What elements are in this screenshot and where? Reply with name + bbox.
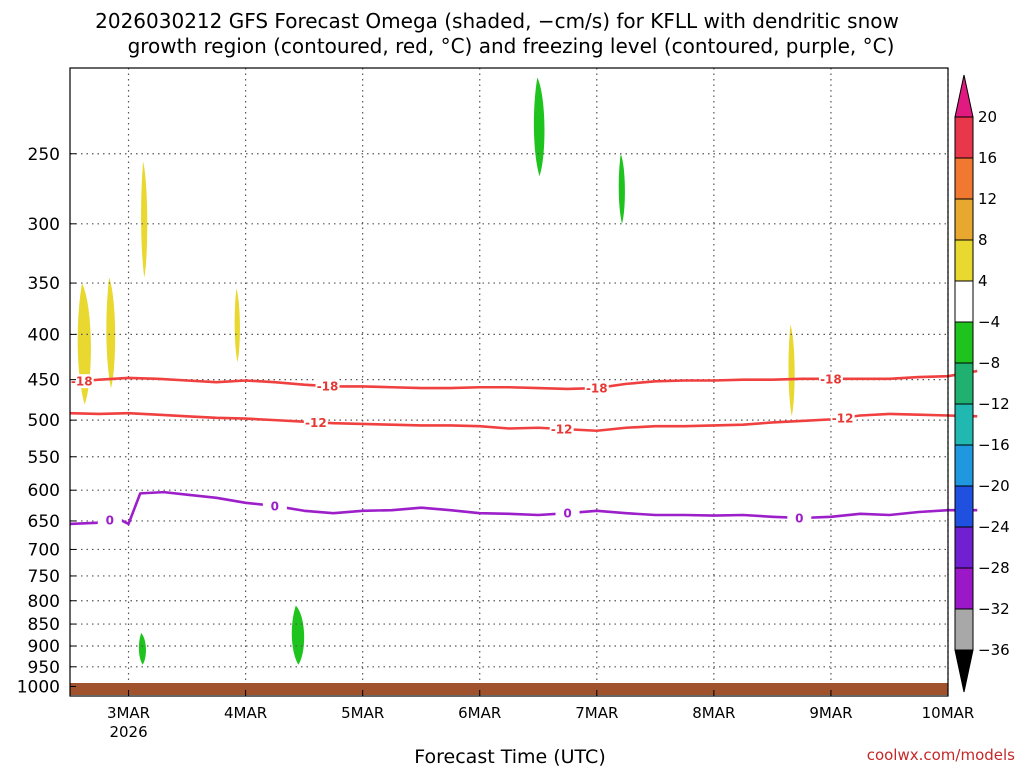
colorbar-label-12: −32 — [978, 600, 1010, 618]
y-tick-label-750: 750 — [28, 567, 60, 587]
contour-label-0: 0 — [106, 513, 114, 527]
colorbar-label-10: −24 — [978, 518, 1010, 536]
colorbar-label-11: −28 — [978, 559, 1010, 577]
y-tick-label-450: 450 — [28, 371, 60, 391]
omega-region-8 — [618, 153, 625, 224]
x-tick-label-8MAR: 8MAR — [692, 704, 735, 722]
contour-line-0 — [69, 490, 978, 526]
colorbar-swatch-0 — [954, 116, 974, 159]
plot-frame — [69, 67, 949, 697]
x-tick-label-10MAR: 10MAR — [922, 704, 975, 722]
colorbar-label-6: −8 — [978, 354, 1000, 372]
colorbar-bottom-arrow — [954, 649, 974, 693]
omega-shading — [77, 77, 795, 665]
colorbar-swatch-10 — [954, 526, 974, 569]
contour-label--18: -18 — [586, 382, 608, 396]
contour-label-0: 0 — [563, 507, 571, 521]
x-tick-sublabel-3MAR: 2026 — [109, 723, 147, 741]
contour-label-bg--12-2 — [830, 410, 855, 425]
y-tick-label-800: 800 — [28, 592, 60, 612]
x-tick-label-9MAR: 9MAR — [809, 704, 852, 722]
contours: -18 -18 -18 -18 -12 -12 -12 0 0 0 0 — [69, 369, 978, 527]
contour-label-bg-0-1 — [262, 498, 287, 513]
omega-region-5 — [138, 632, 146, 665]
contour-label-bg-0-0 — [97, 512, 122, 527]
colorbar-label-9: −20 — [978, 477, 1010, 495]
y-tick-label-350: 350 — [28, 274, 60, 294]
colorbar: 20 16 12 8 4 −4 −8 −12 −16 −20 −24 −28 −32 −36 — [954, 74, 1010, 693]
x-tick-label-5MAR: 5MAR — [341, 704, 384, 722]
contour-label-bg-0-2 — [555, 506, 580, 521]
colorbar-label-8: −16 — [978, 436, 1010, 454]
omega-region-2 — [141, 161, 148, 278]
contour-label-bg--12-0 — [303, 415, 328, 430]
colorbar-swatch-1 — [954, 157, 974, 200]
contour-label-0: 0 — [271, 499, 279, 513]
y-tick-label-850: 850 — [28, 615, 60, 635]
contour-label--18: -18 — [71, 375, 93, 389]
contour-line--12 — [69, 411, 978, 433]
y-axis-ticks: 2503003504004505005506006507007508008509… — [17, 145, 76, 698]
contour-label-bg-0-3 — [787, 510, 812, 525]
omega-region-0 — [77, 283, 91, 405]
omega-region-7 — [533, 77, 545, 177]
credit-text[interactable]: coolwx.com/models — [867, 746, 1015, 764]
y-tick-label-1000: 1000 — [17, 678, 60, 698]
x-tick-label-6MAR: 6MAR — [458, 704, 501, 722]
y-tick-label-650: 650 — [28, 512, 60, 532]
contour-label-bg--18-0 — [69, 374, 94, 389]
colorbar-swatch-4 — [954, 280, 974, 323]
omega-region-4 — [788, 324, 795, 417]
y-tick-label-900: 900 — [28, 637, 60, 657]
y-tick-label-250: 250 — [28, 145, 60, 165]
x-tick-label-4MAR: 4MAR — [224, 704, 267, 722]
chart-title-line-1: 2026030212 GFS Forecast Omega (shaded, −… — [95, 9, 899, 33]
y-tick-label-950: 950 — [28, 658, 60, 678]
colorbar-swatch-3 — [954, 239, 974, 282]
chart-title-line-2: growth region (contoured, red, °C) and f… — [128, 34, 895, 58]
contour-label-bg--12-1 — [549, 421, 574, 436]
x-tick-label-3MAR: 3MAR — [107, 704, 150, 722]
colorbar-label-1: 16 — [978, 149, 997, 167]
y-tick-label-500: 500 — [28, 411, 60, 431]
y-tick-label-700: 700 — [28, 540, 60, 560]
colorbar-swatch-11 — [954, 567, 974, 610]
contour-label--12: -12 — [551, 422, 573, 436]
colorbar-label-4: 4 — [978, 272, 988, 290]
contour-label-bg--18-2 — [584, 381, 609, 396]
colorbar-top-arrow — [954, 74, 974, 118]
colorbar-swatch-2 — [954, 198, 974, 241]
x-axis-label: Forecast Time (UTC) — [414, 746, 605, 768]
colorbar-swatch-6 — [954, 362, 974, 405]
omega-region-6 — [291, 605, 305, 665]
colorbar-label-13: −36 — [978, 641, 1010, 659]
colorbar-swatch-7 — [954, 403, 974, 446]
contour-label-bg--18-3 — [818, 371, 843, 386]
contour-label-bg--18-1 — [315, 379, 340, 394]
x-tick-label-7MAR: 7MAR — [575, 704, 618, 722]
colorbar-label-0: 20 — [978, 108, 997, 126]
y-tick-label-600: 600 — [28, 481, 60, 501]
y-tick-label-300: 300 — [28, 215, 60, 235]
contour-label--18: -18 — [317, 380, 339, 394]
colorbar-label-5: −4 — [978, 313, 1000, 331]
colorbar-label-2: 12 — [978, 190, 997, 208]
colorbar-label-3: 8 — [978, 231, 988, 249]
omega-region-3 — [234, 288, 240, 363]
colorbar-swatch-8 — [954, 444, 974, 487]
y-tick-label-550: 550 — [28, 448, 60, 468]
ground-surface — [70, 683, 948, 695]
y-tick-label-400: 400 — [28, 325, 60, 345]
colorbar-label-7: −12 — [978, 395, 1010, 413]
contour-label--12: -12 — [832, 411, 854, 425]
omega-region-1 — [106, 277, 116, 389]
colorbar-swatch-5 — [954, 321, 974, 364]
contour-label--12: -12 — [305, 416, 327, 430]
contour-label--18: -18 — [820, 372, 842, 386]
colorbar-swatch-9 — [954, 485, 974, 528]
colorbar-swatch-12 — [954, 608, 974, 651]
contour-label-0: 0 — [795, 511, 803, 525]
